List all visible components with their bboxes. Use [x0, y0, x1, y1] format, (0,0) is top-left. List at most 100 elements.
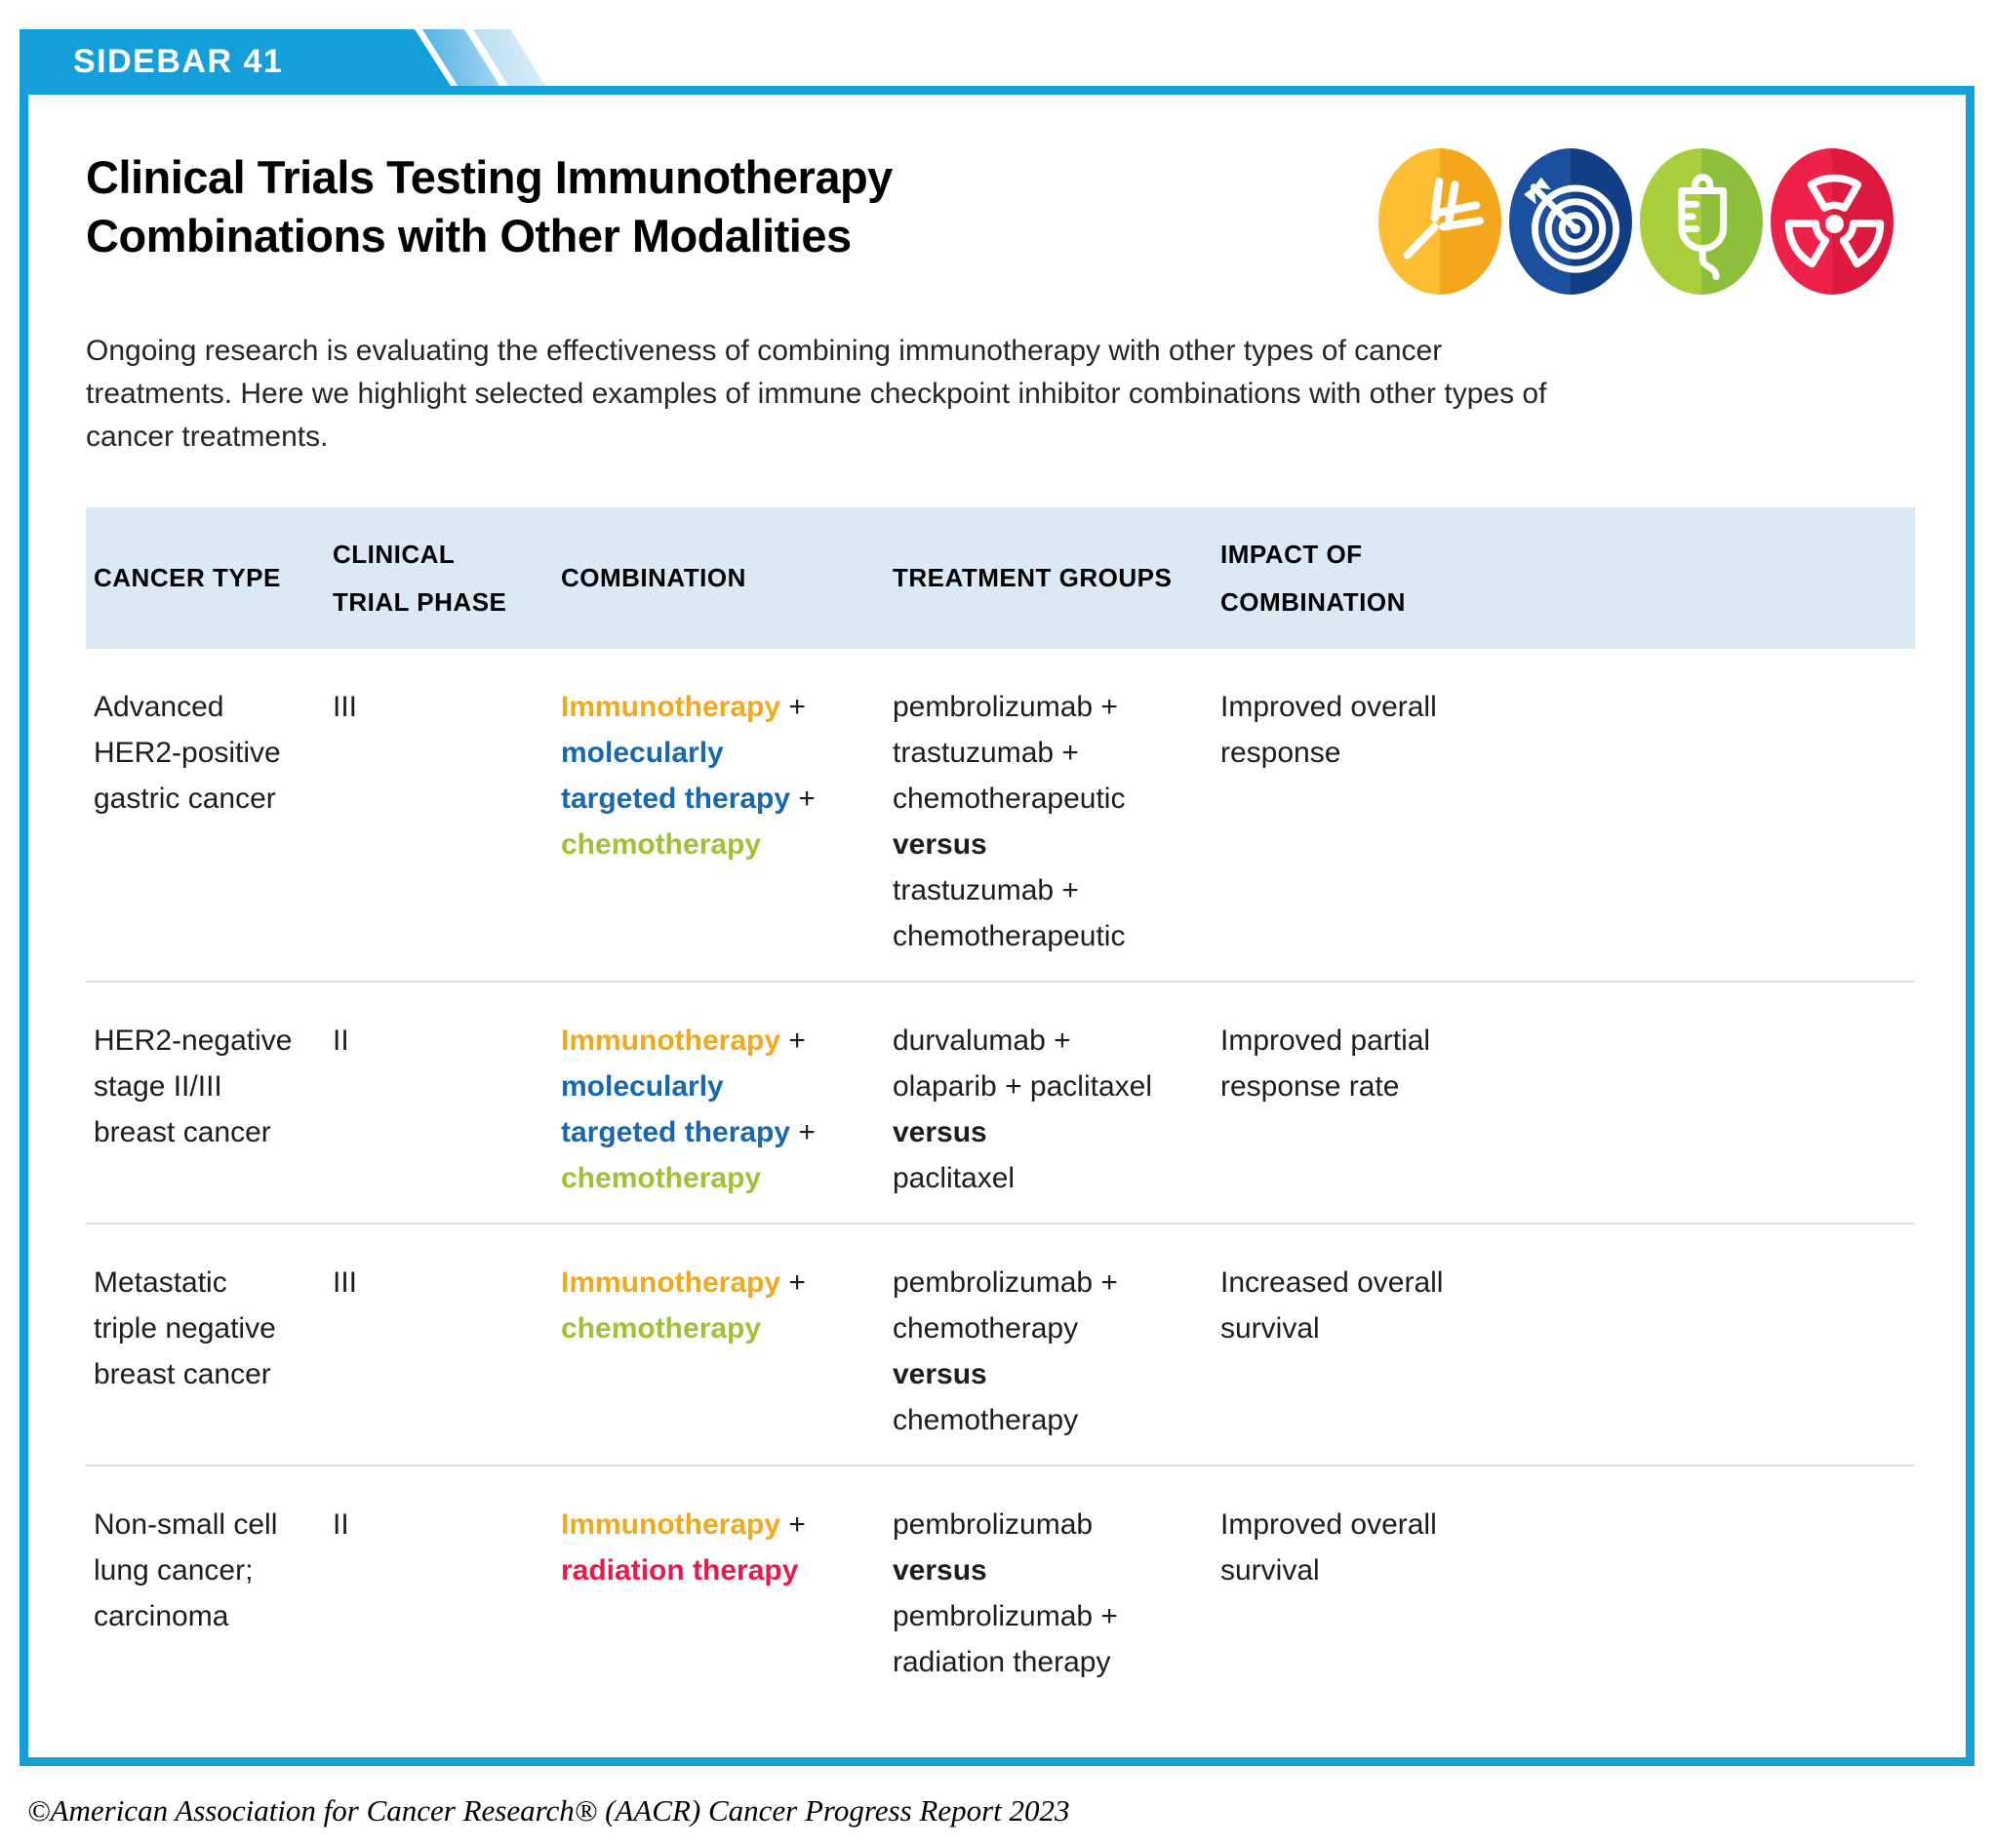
column-header-line: TREATMENT GROUPS [893, 563, 1173, 592]
column-header-0: CANCER TYPE [86, 554, 325, 602]
treatment-group-line: olaparib + paclitaxel [893, 1070, 1153, 1103]
treatment-group-line: pembrolizumab + [893, 691, 1118, 723]
combination-segment: chemotherapy [561, 1312, 762, 1345]
combination-line: radiation therapy [561, 1547, 885, 1593]
cancer-type-line: Non-small cell [94, 1508, 278, 1541]
column-header-1: CLINICAL TRIAL PHASE [325, 531, 553, 626]
cell-treatment-groups: pembrolizumab + chemotherapy versus chemoth… [885, 1260, 1213, 1443]
treatment-group-line: chemotherapy [893, 1312, 1079, 1345]
trials-table: CANCER TYPE CLINICAL TRIAL PHASE COMBINATIO… [86, 507, 1915, 1707]
combination-segment: chemotherapy [561, 1162, 762, 1194]
target-icon [1509, 148, 1632, 295]
combination-line: chemotherapy [561, 822, 885, 867]
cancer-type-line: HER2-positive [94, 737, 281, 769]
cell-impact: Increased overall survival [1213, 1260, 1915, 1443]
column-header-line: CANCER TYPE [94, 563, 281, 592]
table-row: Non-small cell lung cancer; carcinoma II Imm… [86, 1465, 1915, 1707]
treatment-group-line: versus [893, 828, 987, 861]
cancer-type-line: Advanced [94, 691, 224, 723]
combination-segment: + [780, 1024, 806, 1057]
treatment-group-line: trastuzumab + [893, 737, 1079, 769]
combination-segment: targeted therapy [561, 783, 791, 815]
cell-cancer-type: Non-small cell lung cancer; carcinoma [86, 1502, 325, 1685]
cancer-type-line: breast cancer [94, 1116, 271, 1148]
treatment-group-line: paclitaxel [893, 1162, 1016, 1194]
modality-icons [1378, 148, 1894, 295]
impact-line: response rate [1220, 1070, 1400, 1103]
cell-combination: Immunotherapy + molecularly targeted thera… [553, 684, 885, 959]
impact-line: Improved overall [1220, 1508, 1437, 1541]
cell-combination: Immunotherapy + molecularly targeted thera… [553, 1018, 885, 1201]
combination-segment: + [780, 1508, 806, 1541]
combination-line: chemotherapy [561, 1306, 885, 1351]
combination-segment: chemotherapy [561, 828, 762, 861]
treatment-group-line: versus [893, 1116, 987, 1148]
content-box [20, 86, 1974, 1766]
combination-segment: Immunotherapy [561, 691, 781, 723]
combination-segment: molecularly [561, 737, 724, 769]
cancer-type-line: Metastatic [94, 1266, 227, 1299]
treatment-group-line: durvalumab + [893, 1024, 1071, 1057]
column-header-line: TRIAL PHASE [333, 586, 507, 617]
table-row: Advanced HER2-positive gastric cancer III Im… [86, 649, 1915, 981]
combination-line: chemotherapy [561, 1155, 885, 1201]
combination-segment: + [790, 783, 816, 815]
cell-cancer-type: Metastatic triple negative breast cancer [86, 1260, 325, 1443]
sidebar-tab: SIDEBAR 41 [20, 29, 585, 94]
cell-cancer-type: HER2-negative stage II/III breast cancer [86, 1018, 325, 1201]
treatment-group-line: versus [893, 1358, 987, 1390]
cell-impact: Improved overall survival [1213, 1502, 1915, 1685]
combination-line: Immunotherapy + [561, 684, 885, 730]
iv-bag-icon [1640, 148, 1763, 295]
treatment-group-line: pembrolizumab [893, 1508, 1094, 1541]
cell-treatment-groups: pembrolizumab versus pembrolizumab + radiat… [885, 1502, 1213, 1685]
combination-line: Immunotherapy + [561, 1502, 885, 1547]
combination-segment: Immunotherapy [561, 1266, 781, 1299]
treatment-group-line: chemotherapy [893, 1404, 1079, 1436]
copyright-line: ©American Association for Cancer Researc… [27, 1793, 1070, 1828]
treatment-group-line: chemotherapeutic [893, 920, 1126, 952]
column-header-line: COMBINATION [1220, 586, 1406, 617]
cell-treatment-groups: durvalumab + olaparib + paclitaxel versus p… [885, 1018, 1213, 1201]
treatment-group-line: pembrolizumab + [893, 1600, 1118, 1632]
cell-combination: Immunotherapy + chemotherapy [553, 1260, 885, 1443]
impact-line: Improved partial [1220, 1024, 1431, 1057]
radiation-icon [1771, 148, 1894, 295]
cancer-type-line: lung cancer; [94, 1554, 254, 1587]
table-header: CANCER TYPE CLINICAL TRIAL PHASE COMBINATIO… [86, 507, 1915, 649]
sidebar-tab-shape [20, 29, 456, 94]
cell-trial-phase: III [333, 691, 358, 723]
cancer-type-line: stage II/III [94, 1070, 222, 1103]
combination-segment: targeted therapy [561, 1116, 791, 1148]
combination-line: Immunotherapy + [561, 1260, 885, 1306]
impact-line: Increased overall [1220, 1266, 1444, 1299]
column-header-line: COMBINATION [561, 563, 746, 592]
column-header-2: COMBINATION [553, 554, 885, 602]
combination-segment: + [780, 1266, 806, 1299]
combination-segment: Immunotherapy [561, 1024, 781, 1057]
table-body: Advanced HER2-positive gastric cancer III Im… [86, 649, 1915, 1707]
table-row: HER2-negative stage II/III breast cancer II… [86, 981, 1915, 1223]
column-header-line: CLINICAL [333, 539, 456, 569]
combination-segment: Immunotherapy [561, 1508, 781, 1541]
column-header-line: IMPACT OF [1220, 539, 1363, 569]
combination-line: Immunotherapy + [561, 1018, 885, 1064]
treatment-group-line: radiation therapy [893, 1646, 1111, 1678]
cancer-type-line: triple negative [94, 1312, 276, 1345]
cancer-type-line: breast cancer [94, 1358, 271, 1390]
treatment-group-line: pembrolizumab + [893, 1266, 1118, 1299]
column-header-4: IMPACT OF COMBINATION [1213, 531, 1915, 626]
treatment-group-line: versus [893, 1554, 987, 1587]
cancer-type-line: carcinoma [94, 1600, 229, 1632]
cell-treatment-groups: pembrolizumab + trastuzumab + chemotherape… [885, 684, 1213, 959]
antibody-icon [1378, 148, 1501, 295]
cell-impact: Improved overall response [1213, 684, 1915, 959]
sidebar-tab-label: SIDEBAR 41 [73, 43, 284, 80]
combination-line: targeted therapy + [561, 776, 885, 822]
column-header-3: TREATMENT GROUPS [885, 554, 1213, 602]
combination-line: targeted therapy + [561, 1109, 885, 1155]
impact-line: survival [1220, 1312, 1320, 1345]
intro-paragraph: Ongoing research is evaluating the effec… [86, 335, 1547, 453]
cell-combination: Immunotherapy + radiation therapy [553, 1502, 885, 1685]
